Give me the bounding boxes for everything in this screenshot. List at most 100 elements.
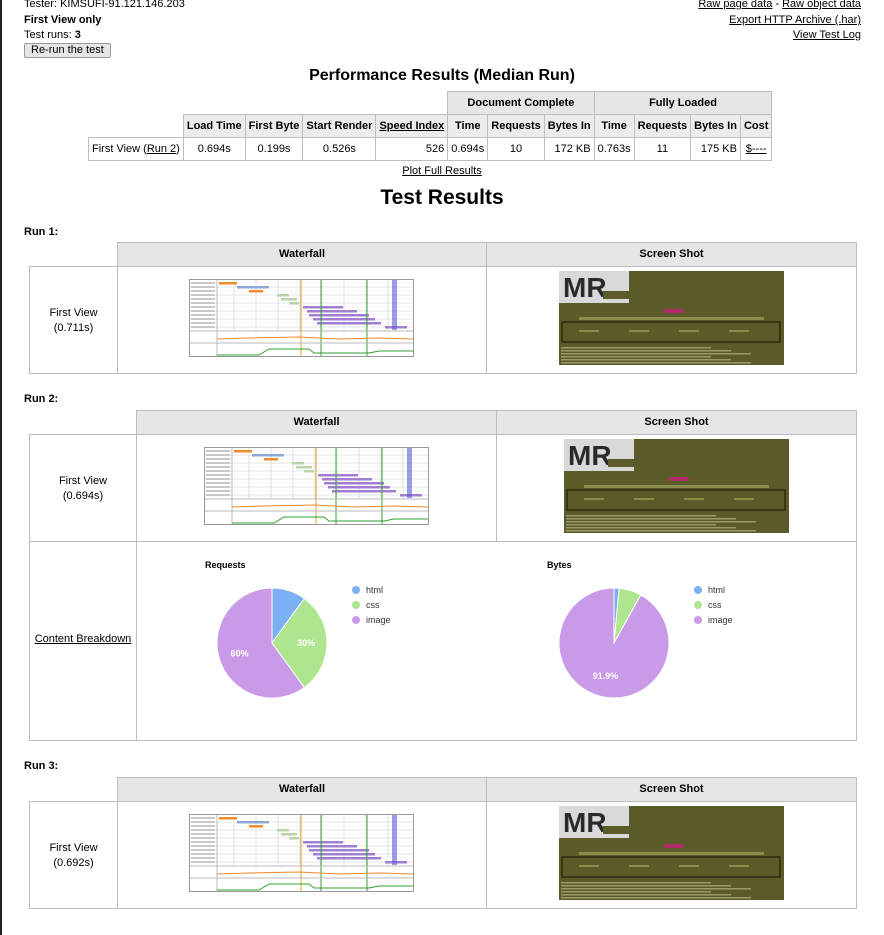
start-render-value: 0.526s — [302, 137, 377, 161]
view-test-log-link[interactable]: View Test Log — [792, 29, 861, 41]
first-view-time: (0.711s) — [53, 322, 94, 334]
col-fl-requests: Requests — [633, 114, 692, 138]
fl-requests-value: 11 — [633, 137, 692, 161]
performance-title: Performance Results (Median Run) — [309, 67, 575, 84]
legend-label-image: image — [708, 615, 733, 625]
col-dc-requests: Requests — [487, 114, 545, 138]
run-1-label-cell: First View (0.711s) — [29, 266, 118, 374]
doc-complete-header: Document Complete — [447, 91, 595, 115]
col-speed-index[interactable]: Speed Index — [375, 114, 449, 138]
row-label-prefix: First View ( — [92, 143, 147, 155]
page-screenshot-thumbnail: MR — [559, 806, 784, 900]
content-breakdown-label-cell: Content Breakdown — [29, 541, 137, 741]
speed-index-value: 526 — [375, 137, 449, 161]
col-fl-bytes: Bytes In — [690, 114, 741, 138]
run-1-first-view: First View (0.711s) — [30, 306, 117, 336]
col-start-render: Start Render — [302, 114, 377, 138]
run-2-first-view: First View (0.694s) — [30, 474, 136, 504]
cost-link[interactable]: $---- — [745, 143, 767, 155]
legend-marker-html — [694, 586, 702, 594]
run-1-label: Run 1: — [24, 226, 59, 238]
export-har-link[interactable]: Export HTTP Archive (.har) — [729, 14, 861, 26]
run-2-waterfall-header: Waterfall — [136, 410, 497, 435]
screenshot-logo-text: MR — [563, 807, 607, 838]
col-dc-bytes: Bytes In — [543, 114, 595, 138]
fully-loaded-header: Fully Loaded — [593, 91, 773, 115]
raw-data-links: Raw page data - Raw object data — [698, 0, 861, 10]
first-view-label: First View — [49, 842, 98, 854]
pie-slice-image — [216, 587, 306, 699]
test-runs-text: Test runs: — [24, 29, 75, 41]
speed-index-link[interactable]: Speed Index — [379, 120, 445, 132]
row-label-suffix: ) — [176, 143, 180, 155]
first-view-label: First View — [49, 307, 98, 319]
run-2-waterfall-image[interactable] — [204, 447, 429, 525]
fl-bytes-value: 175 KB — [690, 137, 741, 161]
run-2-label-cell: First View (0.694s) — [29, 434, 137, 542]
run-2-link[interactable]: Run 2 — [146, 143, 177, 155]
run-1-screenshot-header: Screen Shot — [486, 242, 857, 267]
legend-label-image: image — [366, 615, 391, 625]
rerun-test-button[interactable]: Re-run the test — [24, 43, 111, 58]
raw-object-data-link[interactable]: Raw object data — [782, 0, 861, 10]
cost-cell[interactable]: $---- — [739, 137, 773, 161]
load-time-value: 0.694s — [182, 137, 246, 161]
tester-label: Tester: KIMSUFI-91.121.146.203 — [24, 0, 185, 10]
row-label: First View (Run 2) — [88, 137, 184, 161]
run-3-label: Run 3: — [24, 760, 59, 772]
col-dc-time: Time — [447, 114, 489, 138]
col-cost: Cost — [739, 114, 773, 138]
legend-marker-html — [352, 586, 360, 594]
run-2-label: Run 2: — [24, 393, 59, 405]
dc-requests-value: 10 — [487, 137, 545, 161]
content-breakdown-link[interactable]: Content Breakdown — [34, 633, 132, 645]
pie-slice-image — [558, 587, 670, 699]
run-3-screenshot-header: Screen Shot — [486, 777, 857, 802]
col-load-time: Load Time — [182, 114, 246, 138]
first-view-time: (0.692s) — [53, 857, 94, 869]
dc-bytes-value: 172 KB — [543, 137, 595, 161]
pie-data-label: 60% — [231, 649, 249, 659]
pie-title: Bytes — [547, 560, 572, 570]
fl-time-value: 0.763s — [593, 137, 635, 161]
legend-marker-image — [694, 616, 702, 624]
col-first-byte: First Byte — [244, 114, 304, 138]
legend-marker-css — [352, 601, 360, 609]
legend-label-css: css — [366, 600, 380, 610]
pie-title: Requests — [205, 560, 246, 570]
run-3-label-cell: First View (0.692s) — [29, 801, 118, 909]
legend-label-html: html — [366, 585, 383, 595]
run-2-screenshot-image[interactable]: MR — [564, 439, 789, 533]
test-runs-label: Test runs: 3 — [24, 29, 81, 41]
run-1-waterfall-image[interactable] — [189, 279, 414, 357]
waterfall-thumbnail — [204, 447, 429, 525]
legend-marker-image — [352, 616, 360, 624]
pie-slice-css — [271, 597, 328, 689]
test-results-title: Test Results — [380, 186, 504, 209]
first-byte-value: 0.199s — [244, 137, 304, 161]
screenshot-logo-text: MR — [568, 440, 612, 471]
run-3-waterfall-image[interactable] — [189, 814, 414, 892]
pie-data-label: 30% — [297, 638, 315, 648]
run-3-first-view: First View (0.692s) — [30, 841, 117, 871]
run-1-waterfall-header: Waterfall — [117, 242, 487, 267]
raw-page-data-link[interactable]: Raw page data — [698, 0, 773, 10]
content-breakdown-charts: Requests 30% 60% html css image Bytes 91.9% html… — [205, 560, 733, 699]
legend-label-html: html — [708, 585, 725, 595]
page-screenshot-thumbnail: MR — [559, 271, 784, 365]
dc-time-value: 0.694s — [447, 137, 489, 161]
plot-full-results-link[interactable]: Plot Full Results — [402, 165, 482, 177]
legend-label-css: css — [708, 600, 722, 610]
run-3-screenshot-image[interactable]: MR — [559, 806, 784, 900]
run-1-screenshot-cell — [486, 266, 857, 374]
run-3-waterfall-header: Waterfall — [117, 777, 487, 802]
waterfall-thumbnail — [189, 279, 414, 357]
content-breakdown-charts-cell: Requests 30% 60% html css image Bytes 91.9% html… — [136, 541, 857, 741]
waterfall-thumbnail — [189, 814, 414, 892]
legend-marker-css — [694, 601, 702, 609]
run-1-screenshot-image[interactable]: MR — [559, 271, 784, 365]
table-row: First View (Run 2) 0.694s 0.199s 0.526s … — [88, 137, 773, 161]
link-separator: - — [772, 0, 783, 10]
screenshot-logo-text: MR — [563, 272, 607, 303]
view-mode-label: First View only — [24, 14, 102, 26]
